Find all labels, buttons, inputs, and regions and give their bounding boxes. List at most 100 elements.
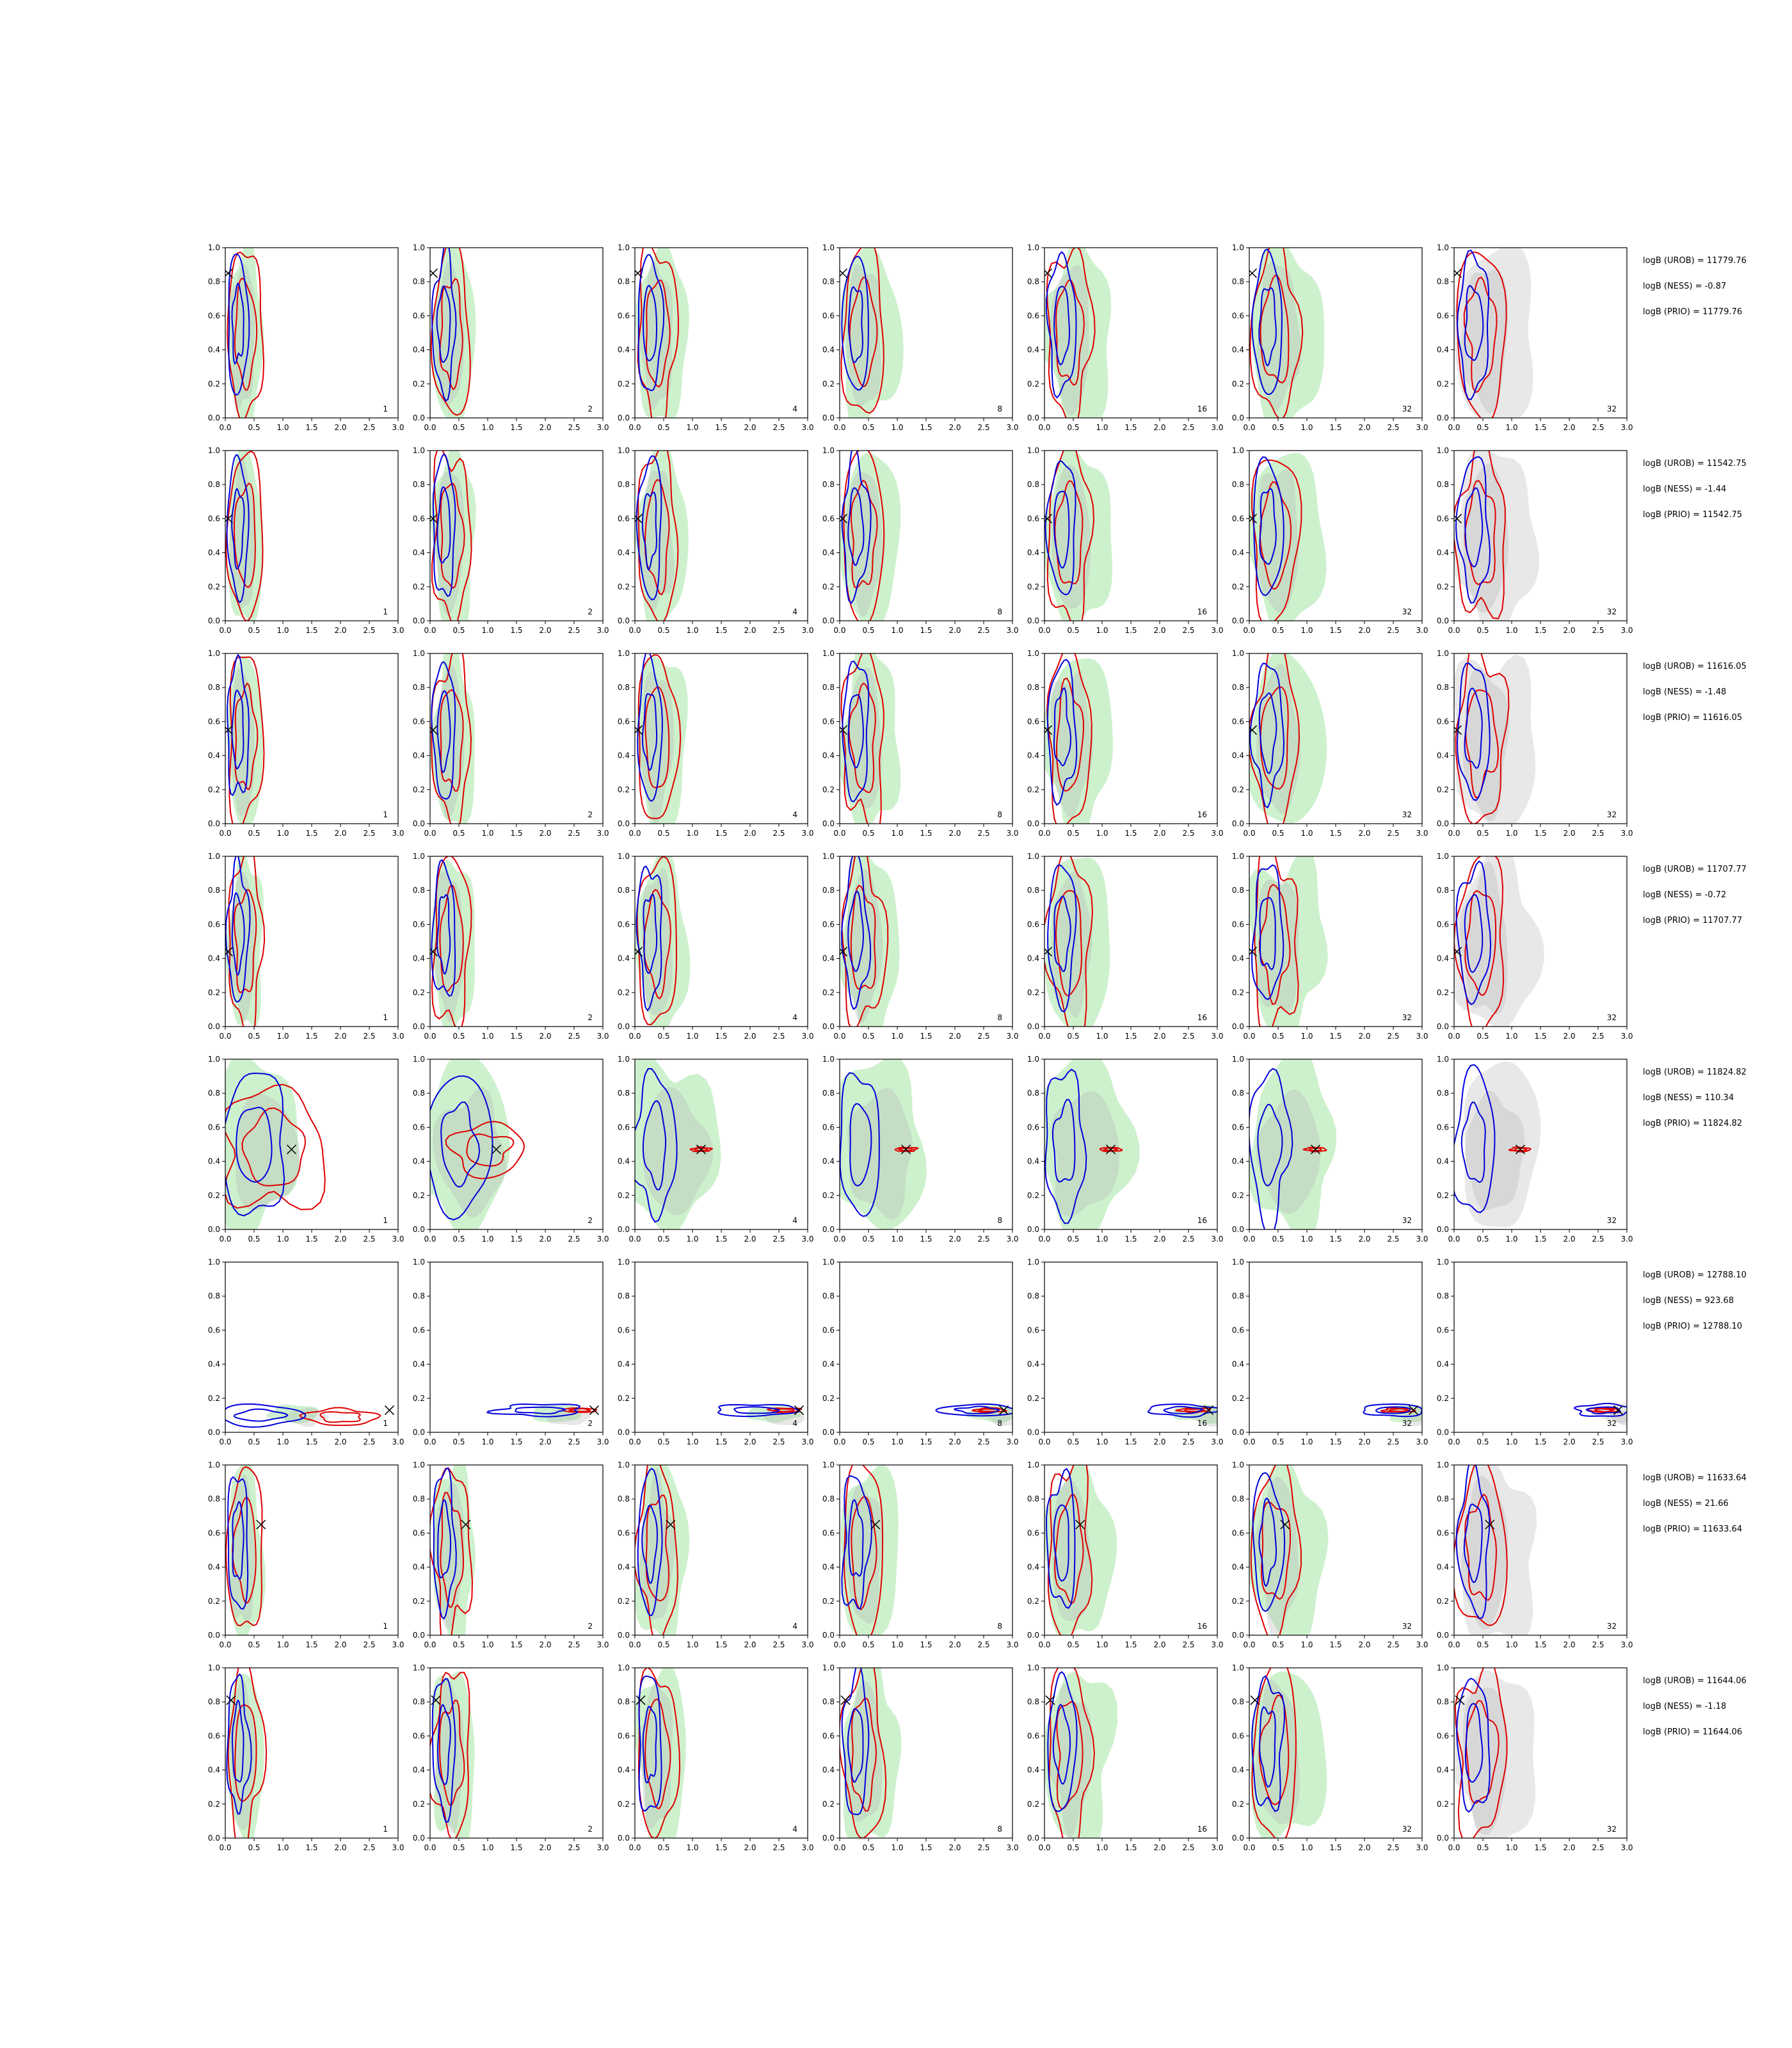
panel-label: 1 (383, 1825, 388, 1834)
blue-contour-outer (225, 856, 251, 1003)
y-tick-label: 1.0 (413, 1460, 425, 1469)
panel-r5-c3: 0.0 0.5 1.0 1.5 2.0 2.5 3.0 0.0 0.2 0.4 0.6 0.8 1.0 4 (618, 1055, 814, 1244)
x-tick-label: 0.0 (1038, 829, 1050, 838)
x-tick-label: 3.0 (1006, 1640, 1018, 1649)
panel-plot-area (840, 1668, 902, 1838)
panel-r6-c6: 0.0 0.5 1.0 1.5 2.0 2.5 3.0 0.0 0.2 0.4 0.6 0.8 1.0 3… (1232, 1258, 1428, 1446)
y-tick-label: 0.0 (1027, 1834, 1039, 1843)
truth-marker (1613, 1405, 1624, 1415)
x-tick-label: 0.0 (424, 1032, 436, 1041)
y-tick-label: 0.8 (1232, 886, 1244, 895)
panel-label: 2 (588, 810, 593, 819)
x-tick-label: 0.0 (833, 829, 845, 838)
x-tick-label: 1.5 (305, 1437, 317, 1446)
y-tick-label: 0.4 (618, 751, 630, 760)
panel-label: 32 (1402, 1216, 1412, 1225)
blue-contour-inner (437, 1704, 451, 1786)
x-tick-label: 0.0 (1243, 1235, 1255, 1244)
blue-contour-inner (515, 1406, 566, 1414)
y-tick-label: 0.4 (1232, 954, 1244, 963)
x-tick-label: 0.0 (1448, 1640, 1460, 1649)
x-tick-label: 2.5 (1592, 829, 1604, 838)
blue-contour-outer (841, 451, 872, 605)
panel-r1-c2: 0.0 0.5 1.0 1.5 2.0 2.5 3.0 0.0 0.2 0.4 0.6 0.8 1.0 2 (413, 243, 609, 432)
x-tick-label: 2.5 (977, 1032, 989, 1041)
x-tick-label: 1.5 (510, 1640, 522, 1649)
panel-label: 16 (1197, 1825, 1207, 1834)
panel-r3-c7: 0.0 0.5 1.0 1.5 2.0 2.5 3.0 0.0 0.2 0.4 0.6 0.8 1.0 3… (1437, 649, 1633, 838)
x-tick-label: 0.0 (1243, 423, 1255, 432)
y-tick-label: 0.0 (1232, 1428, 1244, 1437)
x-tick-label: 3.0 (1211, 1437, 1223, 1446)
red-contour-outer (225, 1466, 263, 1627)
y-tick-label: 1.0 (1437, 243, 1449, 252)
y-tick-label: 1.0 (1027, 1460, 1039, 1469)
x-tick-label: 0.0 (628, 829, 641, 838)
panel-label: 32 (1607, 1216, 1617, 1225)
green-contour-outer (227, 655, 264, 824)
y-tick-label: 0.4 (208, 751, 220, 760)
panel-r1-c4: 0.0 0.5 1.0 1.5 2.0 2.5 3.0 0.0 0.2 0.4 0.6 0.8 1.0 8 (822, 243, 1019, 432)
blue-contour-inner (1258, 692, 1277, 774)
x-tick-label: 1.0 (891, 1843, 903, 1852)
x-tick-label: 3.0 (392, 1235, 404, 1244)
blue-contour-inner (641, 1504, 659, 1584)
y-tick-label: 0.4 (822, 1157, 835, 1166)
y-tick-label: 0.6 (208, 1123, 220, 1132)
x-tick-label: 2.5 (1387, 626, 1399, 635)
y-tick-label: 0.6 (1232, 717, 1244, 726)
y-tick-label: 0.8 (1232, 1292, 1244, 1300)
y-tick-label: 0.0 (1232, 1631, 1244, 1640)
panel-r2-c1: 0.0 0.5 1.0 1.5 2.0 2.5 3.0 0.0 0.2 0.4 0.6 0.8 1.0 1 (208, 446, 404, 635)
x-tick-label: 1.5 (1534, 829, 1546, 838)
x-tick-label: 0.0 (219, 626, 231, 635)
panel-plot-area (486, 1403, 600, 1425)
x-tick-label: 1.5 (510, 1437, 522, 1446)
x-tick-label: 1.5 (715, 1640, 727, 1649)
y-tick-label: 0.4 (1232, 1766, 1244, 1775)
x-tick-label: 3.0 (392, 1032, 404, 1041)
x-tick-label: 2.0 (1153, 1437, 1165, 1446)
panel-label: 32 (1402, 1622, 1412, 1631)
x-tick-label: 0.0 (424, 1843, 436, 1852)
y-tick-label: 1.0 (208, 1055, 220, 1064)
y-tick-label: 0.6 (208, 1528, 220, 1537)
panel-plot-area (635, 856, 691, 1027)
panel-r1-c3: 0.0 0.5 1.0 1.5 2.0 2.5 3.0 0.0 0.2 0.4 0.6 0.8 1.0 4 (618, 243, 814, 432)
truth-marker (666, 1519, 676, 1530)
y-tick-label: 0.2 (618, 1191, 630, 1200)
y-tick-label: 1.0 (822, 1055, 835, 1064)
x-tick-label: 1.0 (686, 1032, 698, 1041)
y-tick-label: 0.8 (822, 1292, 835, 1300)
y-tick-label: 0.2 (208, 380, 220, 388)
x-tick-label: 2.0 (948, 829, 961, 838)
x-tick-label: 2.5 (772, 1437, 785, 1446)
y-tick-label: 0.0 (618, 616, 630, 625)
y-tick-label: 0.0 (1232, 1022, 1244, 1031)
x-tick-label: 1.0 (481, 423, 493, 432)
blue-contour-inner (436, 690, 451, 773)
y-tick-label: 0.0 (413, 1428, 425, 1437)
panel-r1-c6: 0.0 0.5 1.0 1.5 2.0 2.5 3.0 0.0 0.2 0.4 0.6 0.8 1.0 3… (1232, 243, 1428, 432)
y-tick-label: 0.4 (1437, 1563, 1449, 1572)
red-contour-inner (693, 1148, 709, 1151)
x-tick-label: 1.0 (1505, 1640, 1517, 1649)
panel-label: 32 (1402, 404, 1412, 413)
x-tick-label: 0.0 (1243, 829, 1255, 838)
x-tick-label: 1.0 (481, 1640, 493, 1649)
panel-plot-area (1044, 856, 1110, 1027)
panel-plot-area (840, 856, 900, 1027)
x-tick-label: 0.5 (452, 1437, 465, 1446)
blue-contour-outer (1253, 456, 1284, 596)
red-contour-outer (445, 1121, 525, 1180)
panel-r7-c2: 0.0 0.5 1.0 1.5 2.0 2.5 3.0 0.0 0.2 0.4 0.6 0.8 1.0 2 (413, 1460, 609, 1649)
blue-contour-inner (848, 285, 864, 364)
panel-r6-c7: 0.0 0.5 1.0 1.5 2.0 2.5 3.0 0.0 0.2 0.4 0.6 0.8 1.0 3… (1437, 1258, 1633, 1446)
x-tick-label: 2.5 (1387, 1437, 1399, 1446)
panel-label: 4 (792, 1013, 797, 1022)
red-contour-inner (1261, 1501, 1291, 1600)
y-tick-label: 1.0 (618, 1055, 630, 1064)
x-tick-label: 0.5 (452, 1640, 465, 1649)
x-tick-label: 2.0 (1358, 423, 1370, 432)
blue-contour-outer (225, 1072, 285, 1217)
